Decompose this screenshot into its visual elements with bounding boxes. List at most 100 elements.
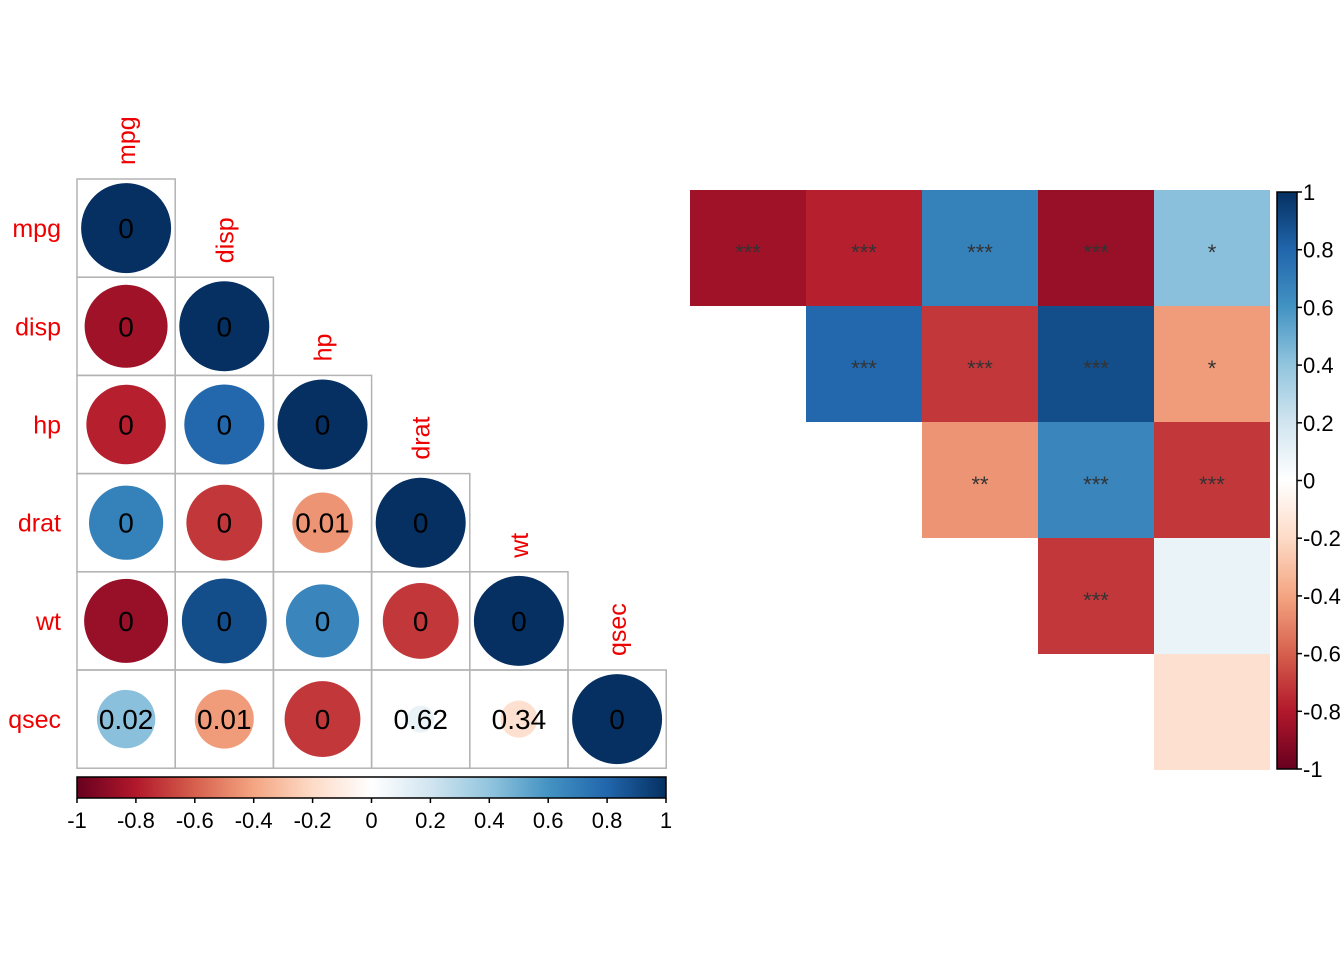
column-label: wt [506, 533, 534, 559]
column-label: qsec [604, 603, 632, 656]
colorbar-tick-label: -0.2 [1303, 526, 1341, 551]
cell-pvalue-label: 0.01 [295, 508, 350, 539]
colorbar-tick-label: -1 [67, 808, 87, 833]
heatmap-cell [922, 306, 1038, 422]
cell-pvalue-label: 0 [511, 606, 527, 637]
correlation-circle [292, 492, 353, 553]
cell-pvalue-label: 0 [118, 410, 134, 441]
heatmap-cell [1154, 538, 1270, 654]
colorbar-tick-label: -0.4 [1303, 584, 1341, 609]
cell-pvalue-label: 0 [118, 508, 134, 539]
heatmap-cell [922, 190, 1038, 306]
correlation-circle [285, 584, 360, 658]
correlation-circle [88, 485, 164, 560]
row-label: wt [35, 608, 61, 636]
significance-stars: *** [851, 240, 877, 265]
grid-cell [567, 669, 667, 769]
colorbar-tick-label: -0.4 [235, 808, 273, 833]
correlation-circle [81, 183, 172, 274]
colorbar-tick-label: -0.2 [294, 808, 332, 833]
heatmap-cell [1154, 654, 1270, 770]
significance-stars: *** [1199, 472, 1225, 497]
colorbar-tick-label: 0.4 [474, 808, 505, 833]
colorbar-tick-label: 0.6 [533, 808, 564, 833]
colorbar-tick-label: 0.2 [415, 808, 446, 833]
heatmap-cell [1038, 422, 1154, 538]
heatmap-cell [922, 422, 1038, 538]
column-label: disp [211, 217, 239, 263]
significance-stars: *** [967, 356, 993, 381]
row-label: hp [33, 412, 61, 440]
correlation-circle-plot: 0 0 0 0 0 0 0 0 0.01 0 0 0 0 0 0 0.02 0.01 0 0.62 0.34 0 mpg d… [8, 116, 672, 833]
correlation-circle [96, 689, 156, 749]
colorbar-tick-label: 0 [1303, 469, 1315, 494]
row-label: drat [18, 510, 61, 538]
heatmap-cell [1038, 538, 1154, 654]
significance-stars: *** [1083, 588, 1109, 613]
colorbar-tick-label: 1 [660, 808, 672, 833]
heatmap-cell [1038, 190, 1154, 306]
colorbar-tick-label: -1 [1303, 757, 1323, 782]
correlation-circle [277, 379, 368, 470]
cell-pvalue-label: 0 [118, 311, 134, 342]
cell-pvalue-label: 0 [217, 606, 233, 637]
cell-pvalue-label: 0 [413, 606, 429, 637]
column-label: drat [408, 416, 436, 459]
significance-heatmap: *** *** *** *** **** *** *** *** *** ******10.80.… [690, 180, 1341, 782]
correlation-circle [86, 384, 166, 465]
colorbar-tick-label: -0.6 [1303, 642, 1341, 667]
significance-stars: * [1208, 240, 1217, 265]
row-label: disp [15, 313, 61, 341]
significance-stars: *** [1083, 240, 1109, 265]
colorbar-vertical [1276, 191, 1298, 770]
colorbar-tick-label: 0.8 [592, 808, 623, 833]
cell-pvalue-label: 0.62 [393, 704, 448, 735]
correlation-circle [407, 705, 435, 733]
significance-stars: *** [735, 240, 761, 265]
significance-stars: *** [967, 240, 993, 265]
cell-pvalue-label: 0 [315, 704, 331, 735]
colorbar-tick-label: -0.8 [1303, 699, 1341, 724]
cell-pvalue-label: 0 [315, 410, 331, 441]
colorbar-tick-label: 0.2 [1303, 411, 1334, 436]
cell-pvalue-label: 0 [413, 508, 429, 539]
correlation-circle [500, 700, 538, 738]
heatmap-cell [806, 306, 922, 422]
colorbar-tick-label: -0.6 [176, 808, 214, 833]
cell-pvalue-label: 0.01 [197, 704, 252, 735]
cell-pvalue-label: 0.34 [492, 704, 547, 735]
significance-stars: ** [971, 472, 989, 497]
heatmap-cell [1154, 422, 1270, 538]
colorbar-tick-label: 0.8 [1303, 238, 1334, 263]
correlation-circle [375, 477, 466, 568]
colorbar-tick-label: 1 [1303, 180, 1315, 205]
colorbar-horizontal [76, 776, 667, 799]
cell-pvalue-label: 0 [217, 508, 233, 539]
column-label: hp [310, 334, 338, 362]
significance-stars: *** [851, 356, 877, 381]
correlation-circle [284, 681, 361, 758]
heatmap-cell [1154, 190, 1270, 306]
cell-pvalue-label: 0.02 [99, 704, 154, 735]
colorbar-tick-label: 0.4 [1303, 353, 1334, 378]
correlation-circle [184, 384, 265, 465]
row-label: qsec [8, 706, 61, 734]
correlation-circle [186, 484, 263, 561]
significance-stars: *** [1083, 472, 1109, 497]
correlation-circle [382, 582, 459, 659]
correlation-circle [84, 284, 168, 368]
heatmap-cell [1154, 306, 1270, 422]
colorbar-tick-label: -0.8 [117, 808, 155, 833]
cell-pvalue-label: 0 [609, 704, 625, 735]
correlation-circle [181, 578, 267, 664]
correlation-circle [84, 578, 169, 663]
correlation-circle [179, 281, 270, 372]
heatmap-cell [1038, 306, 1154, 422]
heatmap-cell [690, 190, 806, 306]
cell-pvalue-label: 0 [217, 410, 233, 441]
cell-pvalue-label: 0 [217, 311, 233, 342]
significance-stars: *** [1083, 356, 1109, 381]
row-label: mpg [12, 215, 61, 243]
cell-pvalue-label: 0 [315, 606, 331, 637]
